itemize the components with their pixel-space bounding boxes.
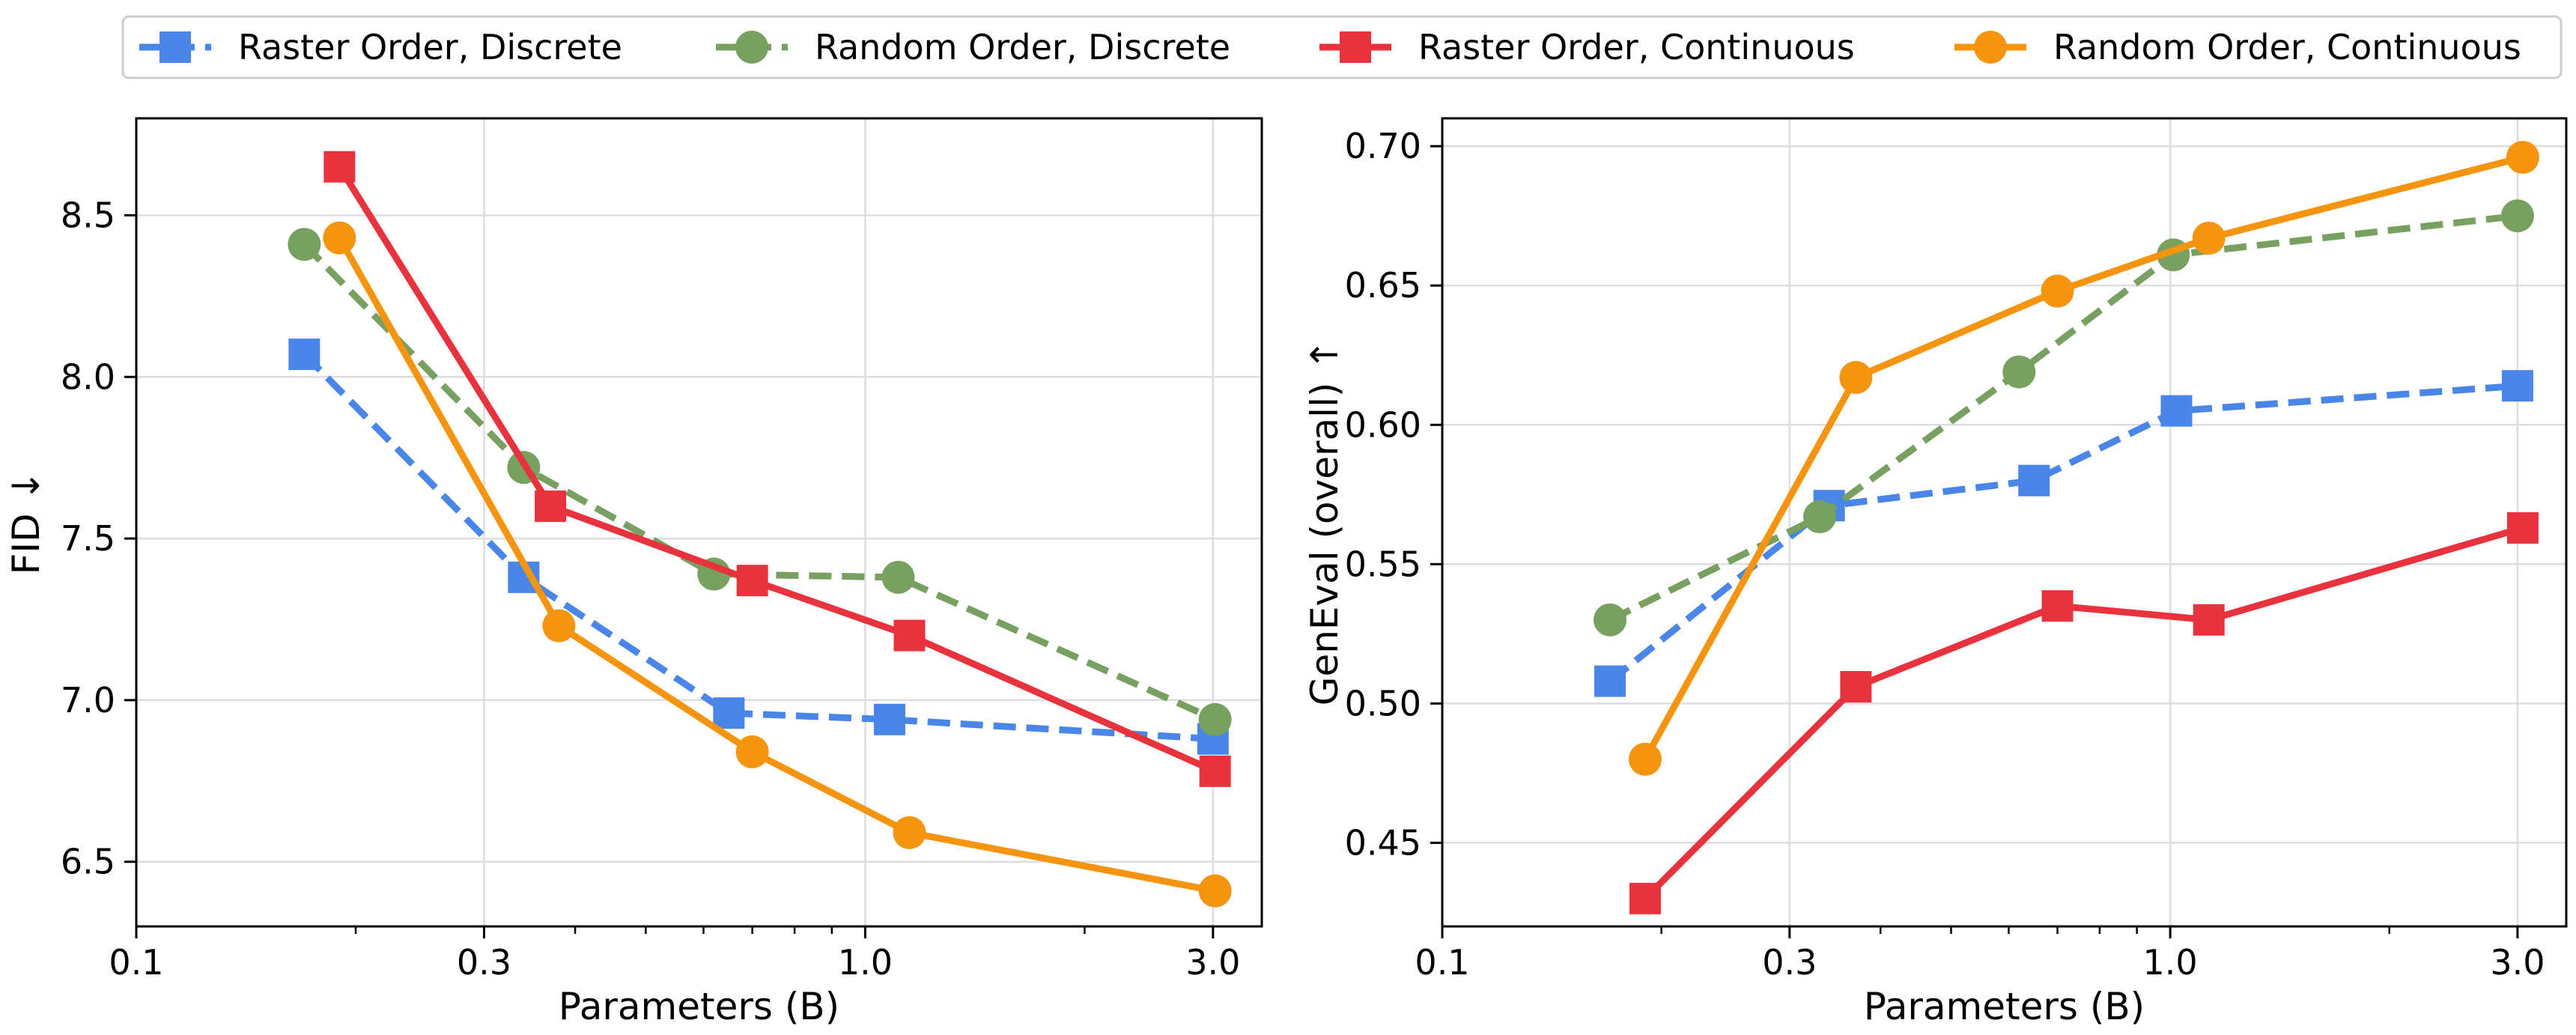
x-tick-label: 3.0 (2490, 942, 2545, 983)
y-tick-label: 0.65 (1345, 265, 1421, 306)
data-point (2002, 355, 2036, 389)
data-point (2018, 464, 2050, 497)
data-point (893, 619, 926, 652)
plot-frame (135, 117, 1263, 928)
legend-entry: Raster Order, Continuous (1319, 27, 1855, 67)
y-tick-label: 0.50 (1345, 683, 1421, 723)
series-3 (1628, 141, 2539, 776)
data-point (1198, 874, 1232, 908)
x-tick-label: 0.1 (109, 942, 163, 983)
x-tick-label: 3.0 (1185, 942, 1240, 983)
data-point (713, 697, 745, 729)
data-point (1628, 742, 1662, 776)
series-3 (323, 221, 1232, 908)
data-point (2501, 370, 2533, 402)
data-point (2500, 199, 2534, 233)
data-point (323, 221, 356, 255)
data-point (2160, 395, 2193, 427)
y-tick-label: 0.60 (1345, 404, 1421, 445)
y-axis-label: FID ↓ (4, 470, 48, 575)
data-point (2041, 274, 2074, 308)
legend-entry: Random Order, Discrete (716, 27, 1230, 67)
data-point (1594, 603, 1627, 637)
legend-marker (735, 31, 768, 64)
legend-marker (1974, 31, 2007, 64)
data-point (535, 490, 567, 522)
data-point (542, 609, 576, 643)
series-1 (1594, 199, 2534, 637)
data-point (1803, 500, 1837, 534)
legend-label: Random Order, Discrete (815, 27, 1230, 67)
data-point (2506, 512, 2539, 544)
x-tick-label: 0.1 (1415, 942, 1469, 983)
series-2 (323, 151, 1231, 787)
data-point (735, 735, 769, 768)
data-point (1199, 755, 1231, 787)
y-axis-label: GenEval (overall) ↑ (1303, 339, 1346, 706)
y-tick-label: 6.5 (61, 842, 115, 882)
series-2 (1629, 512, 2539, 914)
data-point (1840, 671, 1872, 703)
y-tick-label: 8.0 (61, 356, 115, 397)
data-point (2506, 141, 2539, 174)
series-line (302, 242, 1217, 723)
y-tick-label: 7.5 (61, 518, 115, 559)
x-tick-label: 0.3 (457, 942, 511, 983)
x-tick-label: 1.0 (2143, 942, 2198, 983)
legend-entry: Raster Order, Discrete (139, 27, 622, 67)
legend-marker (160, 31, 191, 63)
data-point (2041, 590, 2074, 622)
series-line (1608, 382, 2518, 685)
data-point (1594, 665, 1626, 697)
data-point (1198, 702, 1232, 736)
x-axis-label: Parameters (B) (1864, 985, 2145, 1028)
data-point (2193, 604, 2225, 636)
y-tick-label: 8.5 (61, 195, 115, 235)
plot-frame (1441, 117, 2568, 928)
y-tick-label: 0.45 (1345, 822, 1421, 863)
data-point (881, 560, 915, 594)
y-tick-label: 0.55 (1345, 544, 1421, 584)
data-point (893, 816, 926, 849)
data-point (288, 228, 321, 261)
geneval-chart-panel: 0.1 0.3 1.0 3.0 0.45 0.50 0.55 0.60 0.65 0.70 Para… (1303, 117, 2568, 1028)
data-point (2192, 221, 2226, 255)
legend-label: Raster Order, Discrete (238, 27, 622, 67)
data-point (873, 703, 905, 735)
legend-entry: Random Order, Continuous (1954, 27, 2521, 67)
legend-marker (1340, 31, 1371, 63)
y-tick-label: 7.0 (61, 680, 115, 720)
fid-chart-panel: 0.1 0.3 1.0 3.0 6.5 7.0 7.5 8.0 8.5 Parameters (B… (4, 117, 1263, 1028)
legend-label: Random Order, Continuous (2053, 27, 2521, 67)
data-point (1629, 882, 1661, 914)
series-line (336, 236, 1216, 894)
grid (1441, 118, 2566, 926)
x-tick-label: 0.3 (1762, 942, 1817, 983)
x-axis-label: Parameters (B) (559, 985, 839, 1028)
data-point (736, 565, 768, 597)
data-point (323, 151, 356, 183)
x-tick-label: 1.0 (838, 942, 893, 983)
y-tick-label: 0.70 (1345, 126, 1421, 166)
legend: Raster Order, Discrete Random Order, Disc… (121, 15, 2563, 79)
series-line (302, 351, 1214, 743)
data-point (1839, 361, 1873, 395)
data-point (288, 339, 321, 371)
legend-label: Raster Order, Continuous (1418, 27, 1855, 67)
series-0 (1594, 370, 2533, 697)
